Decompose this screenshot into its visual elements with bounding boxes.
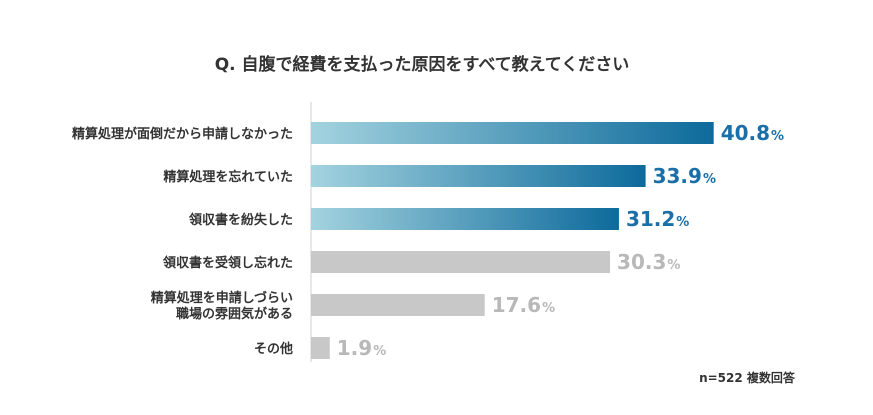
value-label-1: 33.9% [653,164,716,188]
bar-0 [311,122,714,144]
value-label-0: 40.8% [721,121,784,145]
category-label-2: 領収書を紛失した [189,212,293,228]
sample-note: n=522 複数回答 [699,370,796,385]
bar-1 [311,165,646,187]
category-label-4-line-1: 職場の雰囲気がある [176,306,293,322]
value-label-3: 30.3% [617,250,680,274]
category-label-3: 領収書を受領し忘れた [163,255,293,271]
value-label-4: 17.6% [492,293,555,317]
category-label-4-line-0: 精算処理を申請しづらい [151,290,293,306]
bar-4 [311,294,485,316]
category-label-5: その他 [254,341,293,357]
category-label-1: 精算処理を忘れていた [163,169,293,185]
bar-3 [311,251,611,273]
bars-group: 精算処理が面倒だから申請しなかった 40.8% 精算処理を忘れていた 33.9% 領収書… [72,121,784,360]
value-label-5: 1.9% [337,336,386,360]
category-label-0: 精算処理が面倒だから申請しなかった [72,126,293,142]
chart-title: Q. 自腹で経費を支払った原因をすべて教えてください [215,54,630,75]
bar-2 [311,208,619,230]
value-label-2: 31.2% [626,207,689,231]
bar-5 [311,337,330,359]
